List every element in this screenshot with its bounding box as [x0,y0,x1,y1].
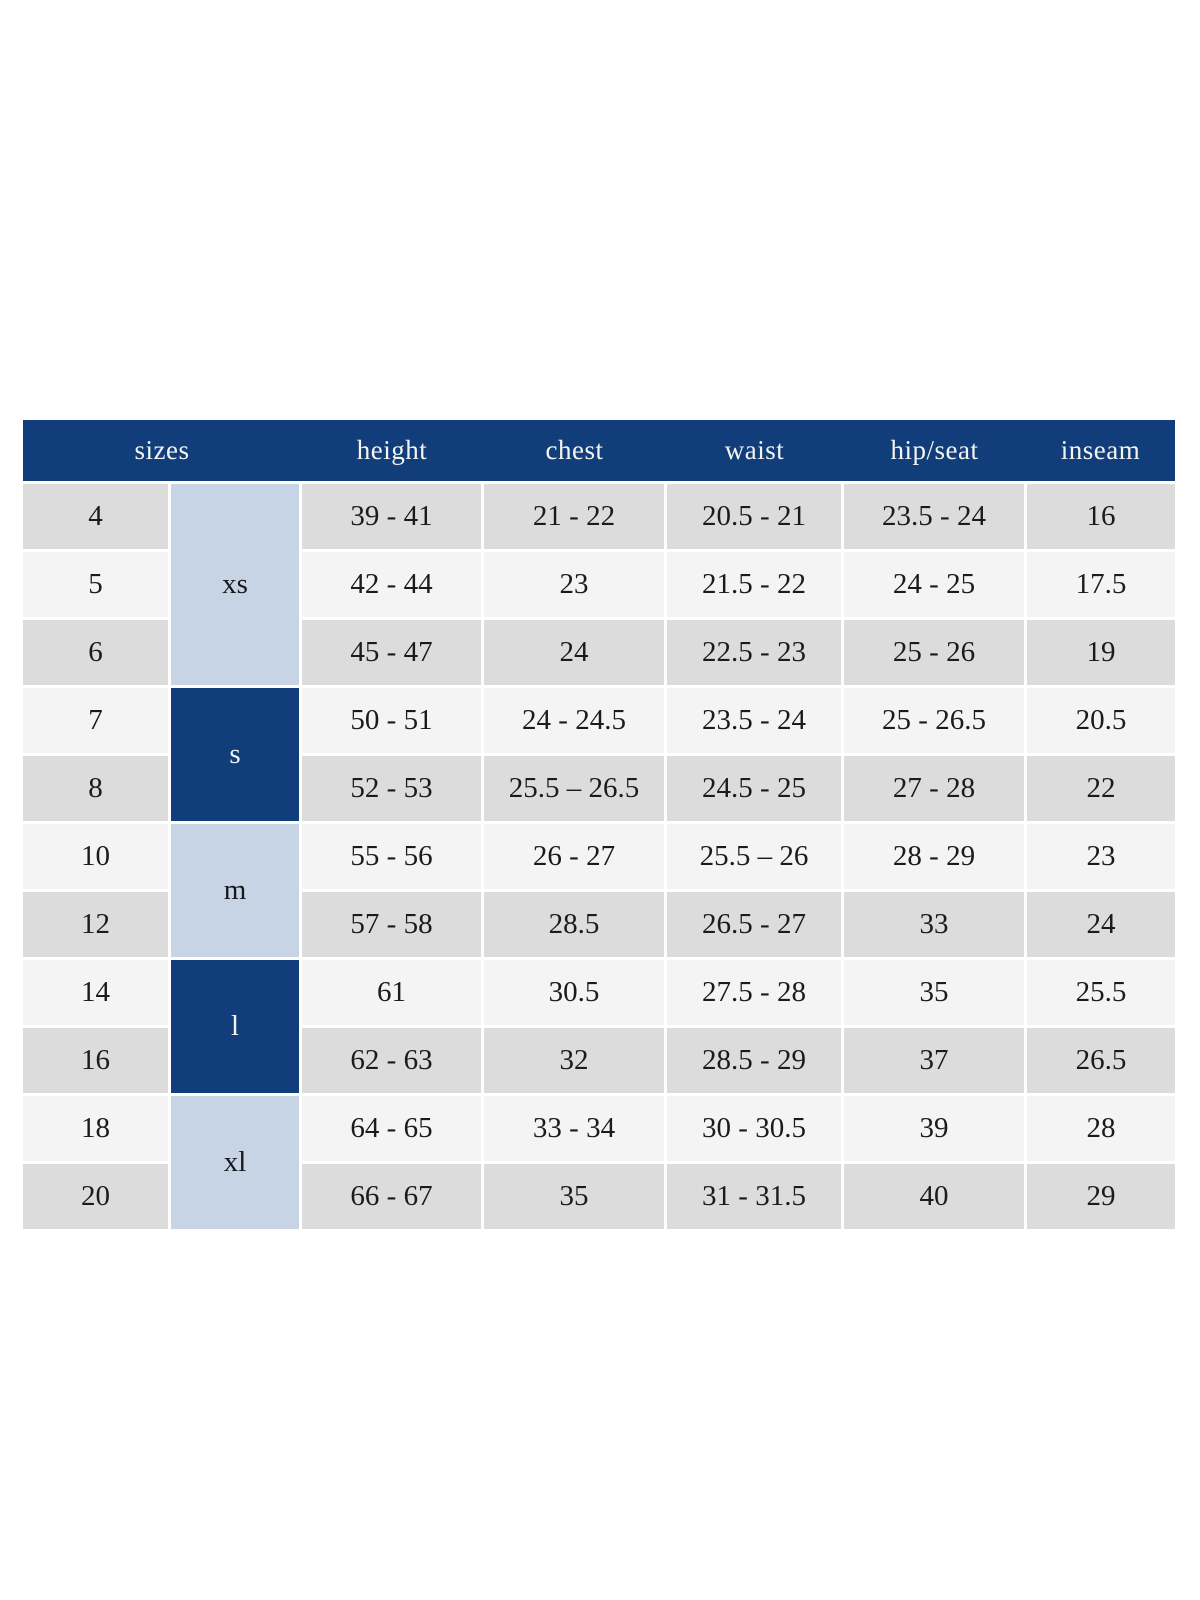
waist-cell: 22.5 - 23 [667,620,841,685]
inseam-cell: 16 [1027,484,1175,549]
height-cell: 61 [302,960,481,1025]
height-cell: 52 - 53 [302,756,481,821]
table-header-row: sizes height chest waist hip/seat inseam [23,420,1175,481]
size-group-cell-xl: xl [171,1096,299,1229]
header-cell-inseam: inseam [1060,435,1141,465]
waist-cell: 30 - 30.5 [667,1096,841,1161]
inseam-cell: 28 [1027,1096,1175,1161]
inseam-cell: 29 [1027,1164,1175,1229]
size-cell: 20 [23,1164,168,1229]
size-group-cell-l: l [171,960,299,1093]
inseam-cell: 26.5 [1027,1028,1175,1093]
hip-seat-cell: 25 - 26.5 [844,688,1024,753]
size-cell: 7 [23,688,168,753]
waist-cell: 24.5 - 25 [667,756,841,821]
chest-cell: 30.5 [484,960,664,1025]
size-cell: 5 [23,552,168,617]
waist-cell: 20.5 - 21 [667,484,841,549]
chest-cell: 25.5 – 26.5 [484,756,664,821]
size-cell: 8 [23,756,168,821]
height-cell: 66 - 67 [302,1164,481,1229]
size-cell: 6 [23,620,168,685]
height-cell: 45 - 47 [302,620,481,685]
waist-cell: 26.5 - 27 [667,892,841,957]
hip-seat-cell: 24 - 25 [844,552,1024,617]
size-group-cell-m: m [171,824,299,957]
height-cell: 64 - 65 [302,1096,481,1161]
hip-seat-cell: 37 [844,1028,1024,1093]
waist-cell: 31 - 31.5 [667,1164,841,1229]
inseam-cell: 23 [1027,824,1175,889]
inseam-cell: 20.5 [1027,688,1175,753]
header-cell-sizes: sizes [134,435,190,465]
chest-cell: 28.5 [484,892,664,957]
chest-cell: 35 [484,1164,664,1229]
header-cell-waist: waist [724,435,785,465]
waist-cell: 27.5 - 28 [667,960,841,1025]
inseam-cell: 17.5 [1027,552,1175,617]
hip-seat-cell: 33 [844,892,1024,957]
waist-cell: 25.5 – 26 [667,824,841,889]
hip-seat-cell: 25 - 26 [844,620,1024,685]
height-cell: 62 - 63 [302,1028,481,1093]
size-cell: 4 [23,484,168,549]
header-cell-hip-seat: hip/seat [890,435,979,465]
size-cell: 12 [23,892,168,957]
inseam-cell: 25.5 [1027,960,1175,1025]
hip-seat-cell: 39 [844,1096,1024,1161]
size-cell: 18 [23,1096,168,1161]
size-chart-table: sizes height chest waist hip/seat inseam… [23,420,1175,1229]
waist-cell: 21.5 - 22 [667,552,841,617]
chest-cell: 32 [484,1028,664,1093]
chest-cell: 24 [484,620,664,685]
chest-cell: 33 - 34 [484,1096,664,1161]
chest-cell: 26 - 27 [484,824,664,889]
size-group-cell-xs: xs [171,484,299,685]
waist-cell: 28.5 - 29 [667,1028,841,1093]
waist-cell: 23.5 - 24 [667,688,841,753]
inseam-cell: 24 [1027,892,1175,957]
height-cell: 42 - 44 [302,552,481,617]
chest-cell: 24 - 24.5 [484,688,664,753]
inseam-cell: 22 [1027,756,1175,821]
chest-cell: 23 [484,552,664,617]
height-cell: 50 - 51 [302,688,481,753]
table-body: 4 39 - 41 21 - 22 20.5 - 21 23.5 - 24 16 5 42 -… [23,484,1175,1229]
hip-seat-cell: 40 [844,1164,1024,1229]
height-cell: 57 - 58 [302,892,481,957]
size-cell: 16 [23,1028,168,1093]
size-cell: 14 [23,960,168,1025]
height-cell: 55 - 56 [302,824,481,889]
hip-seat-cell: 28 - 29 [844,824,1024,889]
inseam-cell: 19 [1027,620,1175,685]
hip-seat-cell: 27 - 28 [844,756,1024,821]
header-cell-height: height [356,435,428,465]
header-cell-chest: chest [545,435,604,465]
size-cell: 10 [23,824,168,889]
hip-seat-cell: 23.5 - 24 [844,484,1024,549]
height-cell: 39 - 41 [302,484,481,549]
chest-cell: 21 - 22 [484,484,664,549]
size-group-cell-s: s [171,688,299,821]
hip-seat-cell: 35 [844,960,1024,1025]
